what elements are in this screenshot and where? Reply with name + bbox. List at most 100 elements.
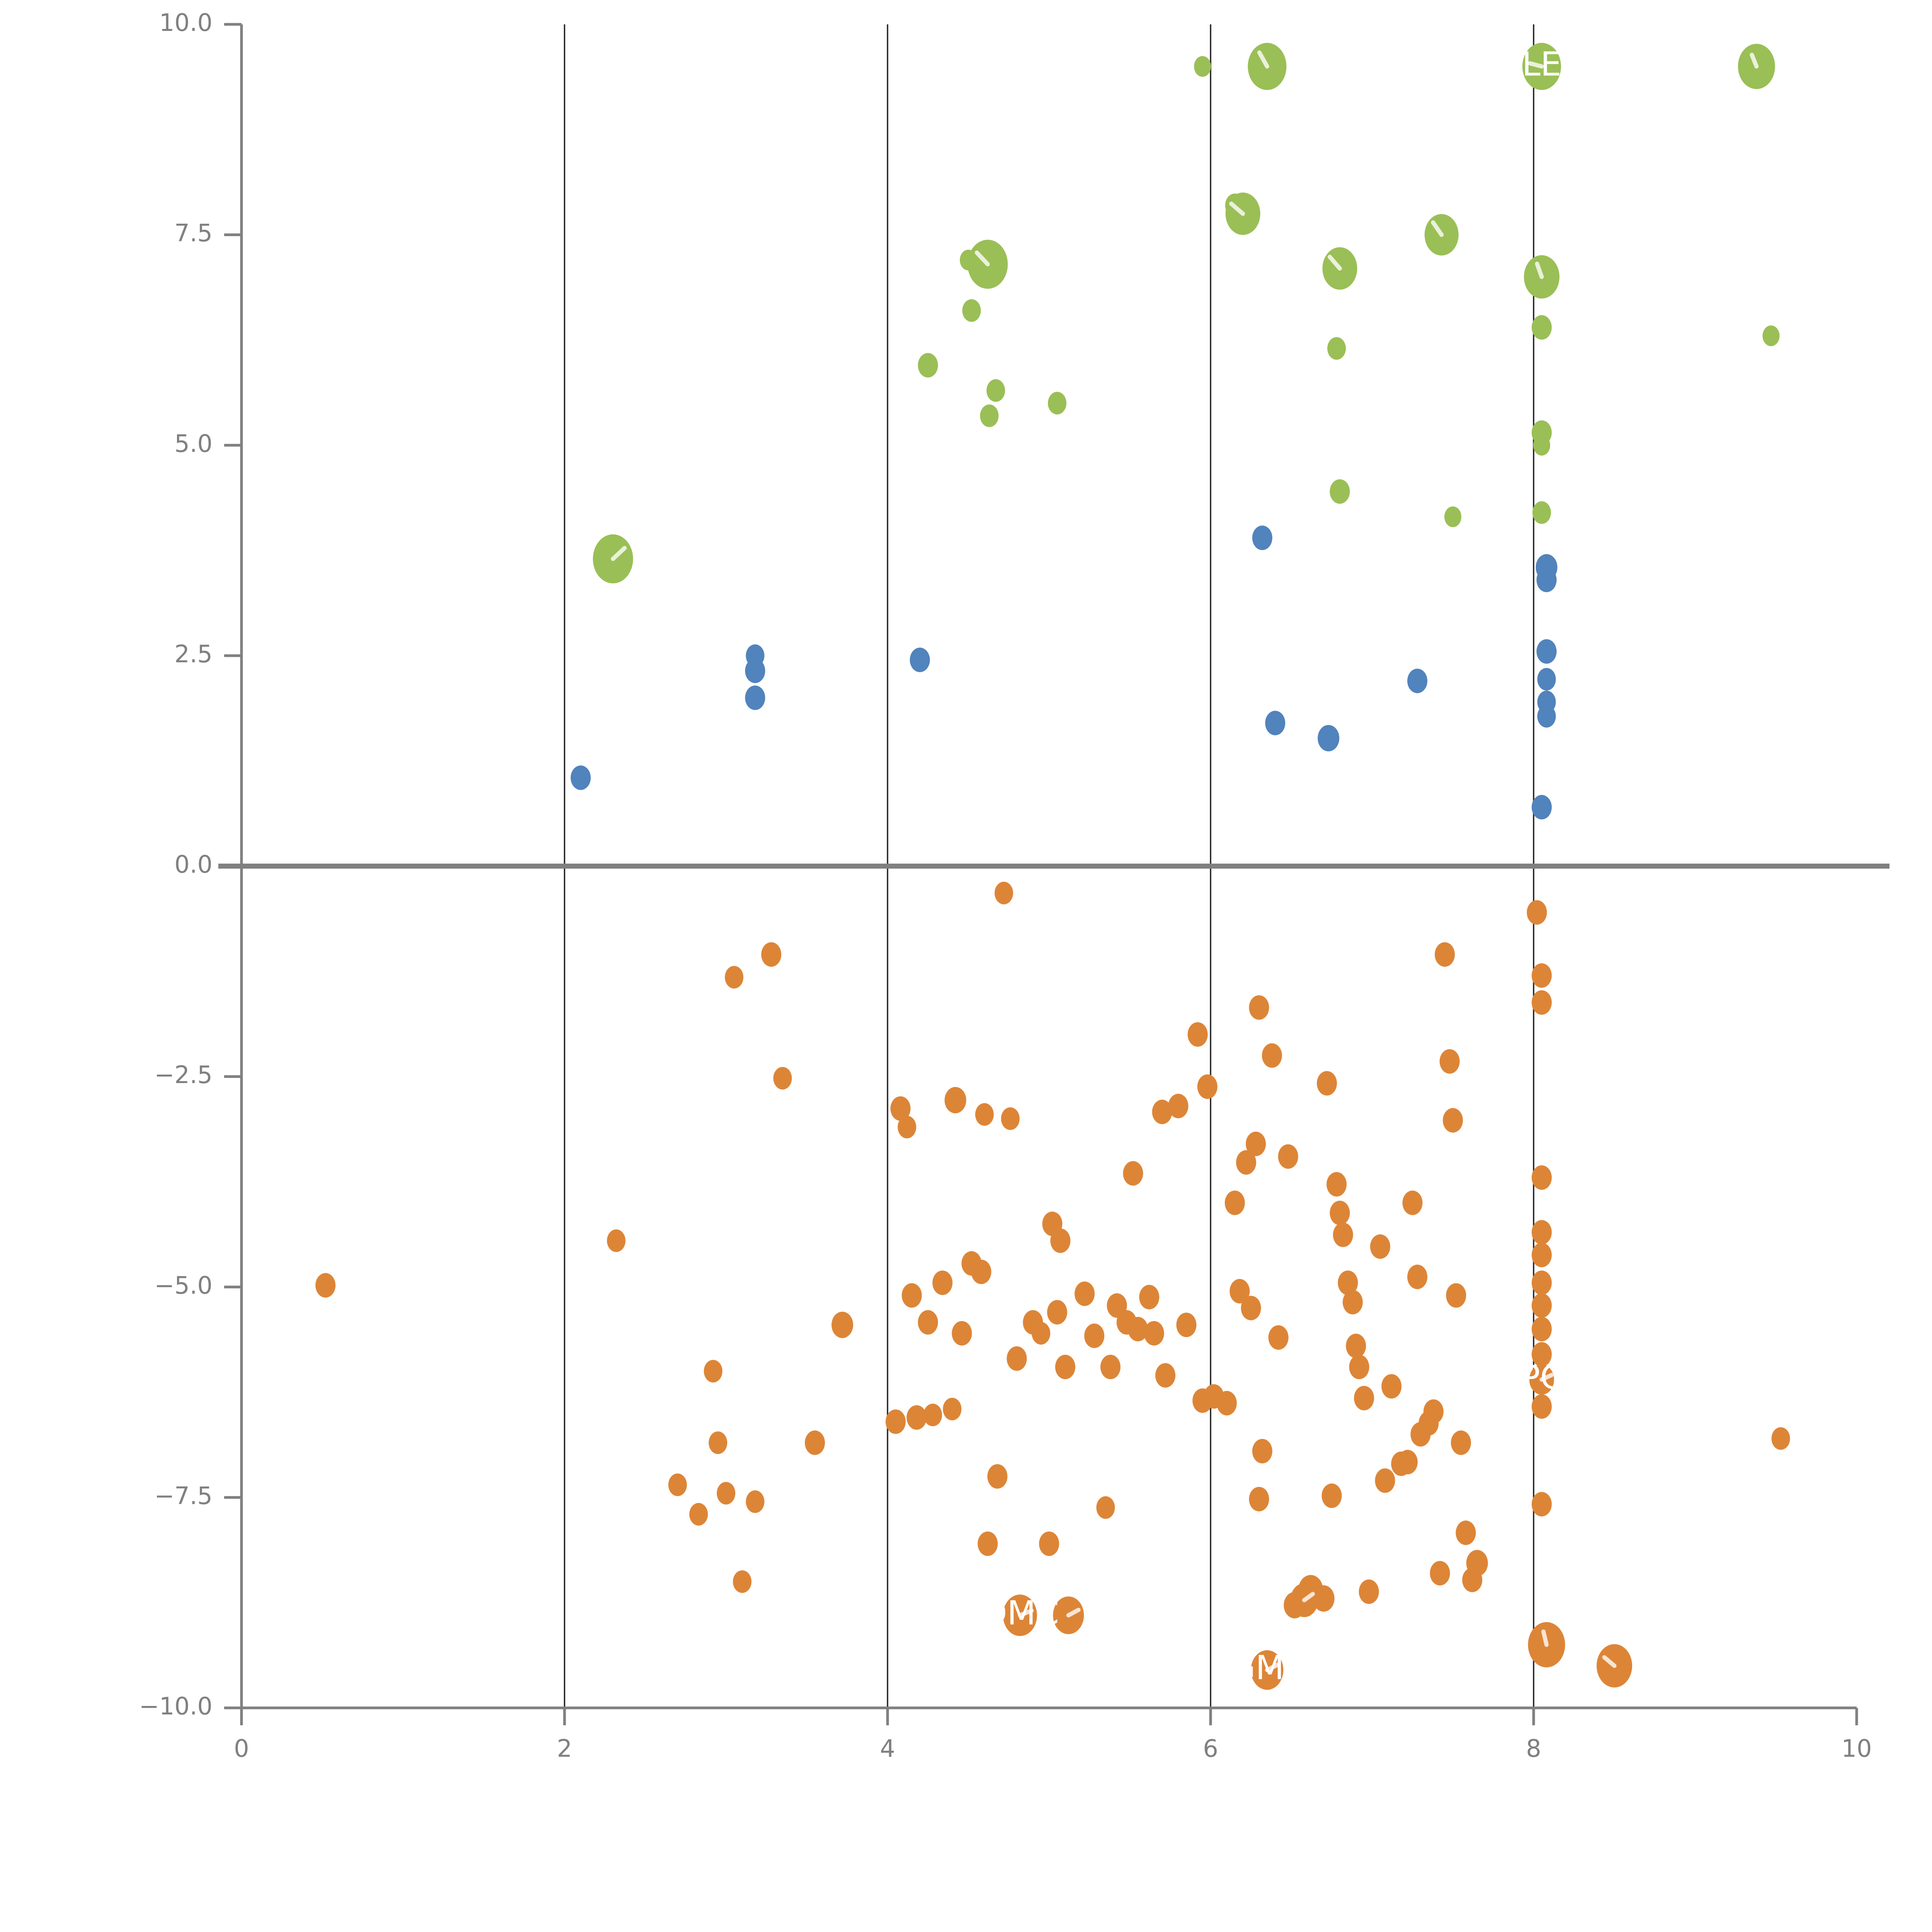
data-point-green[interactable]	[1327, 337, 1346, 360]
data-point-orange[interactable]	[943, 1398, 962, 1420]
data-point-orange[interactable]	[733, 1570, 752, 1593]
data-point-orange[interactable]	[709, 1431, 728, 1454]
data-point-orange[interactable]	[1531, 1220, 1552, 1245]
data-point-orange[interactable]	[1466, 1550, 1488, 1577]
data-point-orange[interactable]	[1047, 1300, 1067, 1325]
data-point-orange[interactable]	[1050, 1228, 1071, 1253]
data-point-orange[interactable]	[971, 1259, 992, 1284]
data-point-orange[interactable]	[831, 1311, 853, 1338]
data-point-orange[interactable]	[1216, 1391, 1237, 1416]
data-point-green[interactable]	[1762, 325, 1780, 346]
data-point-orange[interactable]	[1330, 1201, 1350, 1225]
data-point-orange[interactable]	[1262, 1043, 1282, 1068]
data-point-orange[interactable]	[668, 1473, 687, 1496]
data-point-green[interactable]	[1330, 479, 1350, 504]
data-point-orange[interactable]	[906, 1405, 927, 1430]
data-point-orange[interactable]	[987, 1464, 1008, 1489]
data-point-green[interactable]	[980, 404, 999, 427]
data-point-orange[interactable]	[1032, 1322, 1051, 1345]
data-point-orange[interactable]	[1531, 963, 1552, 988]
data-point-blue[interactable]	[910, 648, 930, 672]
data-point-orange[interactable]	[1527, 900, 1547, 925]
data-point-blue[interactable]	[1537, 668, 1556, 691]
data-point-green[interactable]	[1194, 56, 1211, 77]
data-point-orange[interactable]	[1451, 1430, 1471, 1455]
data-point-orange[interactable]	[923, 1403, 942, 1427]
data-point-orange[interactable]	[901, 1283, 922, 1308]
data-point-orange[interactable]	[1241, 1296, 1261, 1320]
data-point-blue[interactable]	[745, 685, 765, 710]
data-point-orange[interactable]	[773, 1067, 792, 1090]
data-point-orange[interactable]	[1074, 1281, 1095, 1306]
data-point-green[interactable]	[1048, 392, 1066, 415]
data-point-green[interactable]	[1532, 501, 1551, 524]
data-point-orange[interactable]	[1249, 1487, 1269, 1512]
data-point-orange[interactable]	[1443, 1108, 1463, 1133]
data-point-orange[interactable]	[1055, 1354, 1075, 1379]
data-point-orange[interactable]	[1144, 1321, 1164, 1346]
data-point-green[interactable]	[1533, 435, 1550, 456]
data-point-orange[interactable]	[1370, 1234, 1390, 1259]
data-point-orange[interactable]	[994, 881, 1013, 905]
data-point-orange[interactable]	[1423, 1399, 1444, 1424]
data-point-orange[interactable]	[315, 1273, 336, 1298]
data-point-orange[interactable]	[1084, 1323, 1105, 1348]
data-point-blue[interactable]	[745, 658, 765, 683]
data-point-green[interactable]	[918, 353, 938, 378]
data-point-blue[interactable]	[1537, 705, 1556, 728]
data-point-orange[interactable]	[1531, 1165, 1552, 1190]
data-point-orange[interactable]	[1313, 1585, 1335, 1612]
data-point-blue[interactable]	[1531, 795, 1552, 820]
data-point-orange[interactable]	[1278, 1144, 1298, 1169]
data-point-orange[interactable]	[1531, 1492, 1552, 1517]
data-point-orange[interactable]	[1007, 1346, 1027, 1371]
data-point-blue[interactable]	[1536, 639, 1557, 664]
data-point-orange[interactable]	[607, 1229, 626, 1252]
data-point-blue[interactable]	[1536, 568, 1557, 592]
data-point-orange[interactable]	[1246, 1131, 1266, 1156]
data-point-orange[interactable]	[1531, 1270, 1552, 1295]
data-point-orange[interactable]	[1402, 1190, 1423, 1215]
data-point-green[interactable]	[1444, 506, 1461, 527]
data-point-orange[interactable]	[1531, 1316, 1552, 1342]
data-point-orange[interactable]	[1531, 990, 1552, 1015]
data-point-green[interactable]	[1531, 315, 1552, 340]
data-point-orange[interactable]	[978, 1531, 998, 1556]
data-point-orange[interactable]	[1531, 1293, 1552, 1318]
data-point-orange[interactable]	[1397, 1450, 1418, 1475]
data-point-orange[interactable]	[1001, 1107, 1020, 1130]
data-point-orange[interactable]	[1230, 1279, 1250, 1304]
data-point-orange[interactable]	[1456, 1520, 1476, 1545]
data-point-orange[interactable]	[1531, 1394, 1552, 1419]
data-point-orange[interactable]	[1354, 1386, 1374, 1411]
data-point-orange[interactable]	[1338, 1270, 1358, 1295]
data-point-orange[interactable]	[1342, 1290, 1363, 1315]
data-point-orange[interactable]	[1359, 1579, 1379, 1604]
data-point-orange[interactable]	[704, 1360, 723, 1383]
data-point-orange[interactable]	[1236, 1150, 1256, 1175]
data-point-orange[interactable]	[1346, 1333, 1366, 1358]
data-point-orange[interactable]	[1100, 1354, 1121, 1379]
data-point-orange[interactable]	[689, 1503, 708, 1526]
data-point-orange[interactable]	[1197, 1074, 1218, 1099]
data-point-orange[interactable]	[885, 1409, 906, 1434]
data-point-blue[interactable]	[1407, 668, 1428, 693]
data-point-orange[interactable]	[1349, 1354, 1369, 1379]
data-point-orange[interactable]	[1139, 1285, 1160, 1310]
data-point-orange[interactable]	[1439, 1049, 1460, 1074]
data-point-orange[interactable]	[1316, 1071, 1337, 1096]
data-point-orange[interactable]	[1187, 1022, 1208, 1047]
data-point-green[interactable]	[962, 299, 981, 322]
data-point-orange[interactable]	[1446, 1283, 1466, 1308]
data-point-orange[interactable]	[1039, 1531, 1059, 1556]
data-point-orange[interactable]	[944, 1087, 966, 1114]
data-point-orange[interactable]	[1321, 1483, 1342, 1508]
data-point-orange[interactable]	[1381, 1374, 1402, 1399]
data-point-blue[interactable]	[1265, 711, 1286, 735]
data-point-orange[interactable]	[1123, 1161, 1143, 1186]
data-point-orange[interactable]	[1176, 1313, 1197, 1337]
data-point-orange[interactable]	[1771, 1427, 1790, 1450]
data-point-green[interactable]	[986, 379, 1005, 402]
data-point-blue[interactable]	[1318, 725, 1340, 752]
data-point-orange[interactable]	[1168, 1094, 1189, 1119]
